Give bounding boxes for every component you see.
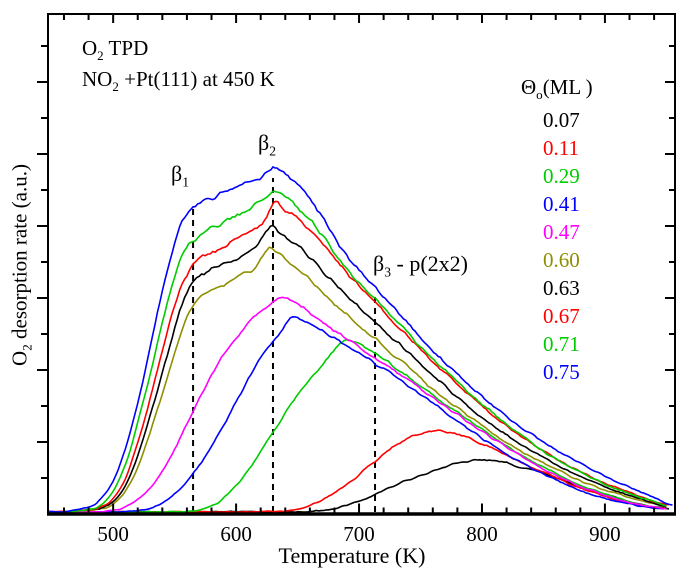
legend-item-0.11: 0.11 (543, 136, 579, 160)
legend-item-0.29: 0.29 (543, 164, 580, 188)
x-axis-label: Temperature (K) (278, 543, 426, 568)
annotation-beta2: β2 (258, 130, 277, 159)
y-axis-label: O2 desorption rate (a.u.) (7, 164, 35, 366)
tpd-curve-0.63 (49, 224, 667, 513)
beta3-subscript: 3 (384, 264, 392, 280)
y-label-rest: desorption rate (a.u.) (7, 164, 32, 345)
annotation-beta3-p2x2: β3 - p(2x2) (373, 251, 468, 280)
legend-item-0.63: 0.63 (543, 276, 580, 300)
tpd-curve-0.29 (49, 339, 662, 513)
plot-title-line2: NO2 +Pt(111) at 450 K (82, 64, 275, 95)
title1-subscript: 2 (97, 48, 104, 64)
tpd-curve-0.47 (49, 296, 667, 513)
title2-text: NO (82, 67, 113, 91)
y-label-text: O (7, 350, 32, 366)
beta1-symbol: β (171, 161, 183, 186)
title1-text: O (82, 36, 98, 60)
title2-subscript: 2 (112, 79, 119, 95)
tpd-curve-0.41 (49, 315, 664, 513)
legend-item-0.67: 0.67 (543, 304, 580, 328)
y-label-subscript: 2 (19, 344, 35, 351)
legend-title-rest: (ML ) (542, 75, 593, 99)
theta-subscript: o (536, 87, 543, 103)
tpd-curve-0.75 (49, 165, 673, 513)
tpd-curve-0.71 (49, 190, 667, 513)
beta3-rest: - p(2x2) (391, 251, 468, 276)
beta2-symbol: β (258, 130, 270, 155)
beta2-subscript: 2 (269, 143, 277, 159)
annotation-beta1: β1 (171, 161, 190, 190)
beta1-subscript: 1 (182, 174, 190, 190)
x-tick-label: 800 (466, 522, 498, 546)
legend-items: 0.07 0.11 0.29 0.41 0.47 0.60 0.63 0.67 0.71 0.75 (521, 106, 593, 386)
legend-item-0.60: 0.60 (543, 248, 580, 272)
title1-rest: TPD (103, 36, 149, 60)
legend-item-0.07: 0.07 (543, 108, 580, 132)
coverage-legend: Θo(ML ) 0.07 0.11 0.29 0.41 0.47 0.60 0.63 0.67… (521, 72, 593, 386)
legend-title: Θo(ML ) (521, 72, 593, 102)
plot-title-line1: O2 TPD (82, 33, 275, 64)
plot-title: O2 TPD NO2 +Pt(111) at 450 K (82, 33, 275, 95)
legend-item-0.47: 0.47 (543, 220, 580, 244)
legend-item-0.71: 0.71 (543, 332, 580, 356)
legend-item-0.41: 0.41 (543, 192, 580, 216)
legend-item-0.75: 0.75 (543, 360, 580, 384)
tpd-curve-0.60 (49, 246, 667, 513)
theta-symbol: Θ (521, 75, 537, 99)
x-tick-label: 700 (343, 522, 375, 546)
title2-rest: +Pt(111) at 450 K (118, 67, 275, 91)
x-tick-label: 900 (589, 522, 621, 546)
beta3-symbol: β (373, 251, 385, 276)
x-tick-label: 500 (97, 522, 129, 546)
x-tick-label: 600 (220, 522, 252, 546)
